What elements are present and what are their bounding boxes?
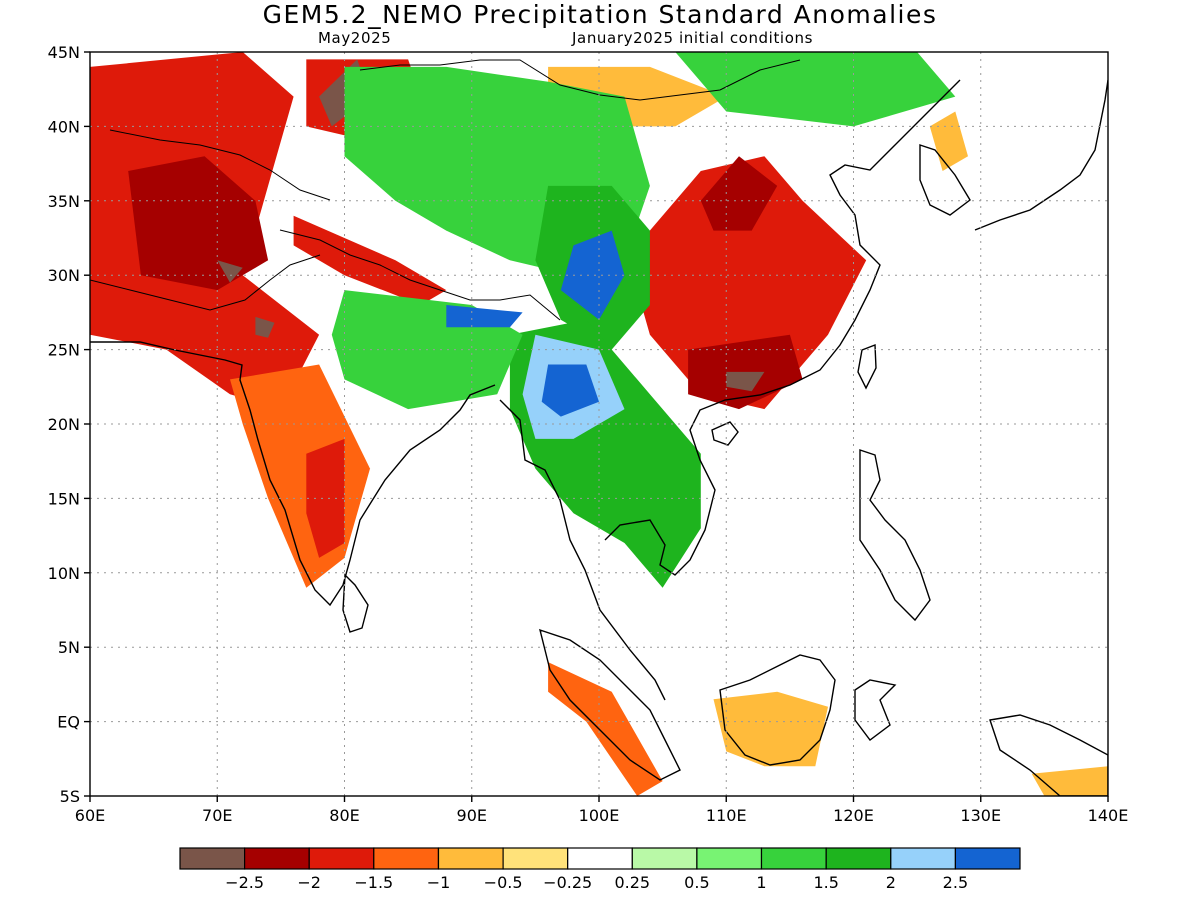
forecast-month: May2025 [318,29,392,47]
colorbar-label: −0.5 [484,873,523,892]
graticule [90,52,1108,796]
anomaly-region-28 [675,52,956,127]
anomaly-region-3 [255,316,275,338]
colorbar-label: 0.25 [614,873,650,892]
lon-tick-label: 60E [75,806,105,825]
colorbar-swatch [631,847,698,870]
colorbar-swatch [179,847,246,870]
coastline-hainan [711,421,739,446]
anomaly-region-24 [541,364,599,417]
colorbar-swatch [825,847,892,870]
coastline-sulawesi [854,679,897,741]
colorbar-label: 0.5 [684,873,709,892]
colorbar-swatch [760,847,827,870]
colorbar-swatch [437,847,504,870]
lat-tick-label: 15N [48,489,80,508]
colorbar-label: −1 [427,873,451,892]
lat-tick-label: 5S [60,787,80,806]
lon-tick-label: 100E [579,806,620,825]
coastline-sumatra [539,628,681,781]
colorbar-swatch [696,847,763,870]
coastline-borneo [719,654,836,766]
anomaly-region-17 [713,691,828,767]
coastline-taiwan [857,343,877,390]
lat-tick-label: 25N [48,341,80,360]
anomaly-region-6 [293,215,447,305]
lat-tick-label: 40N [48,117,80,136]
anomaly-region-12 [700,156,778,231]
initial-conditions: January2025 initial conditions [572,29,813,47]
colorbar-label: −2 [297,873,321,892]
lon-tick-label: 80E [329,806,359,825]
lat-tick-label: 20N [48,415,80,434]
colorbar-swatch [244,847,310,870]
lon-tick-label: 90E [457,806,487,825]
lat-tick-label: 10N [48,564,80,583]
colorbar-label: −0.25 [543,873,592,892]
colorbar-swatch [308,847,375,870]
lat-tick-label: 5N [58,638,80,657]
anomaly-field [90,52,1108,796]
anomaly-region-1 [128,156,269,291]
coastline-philippines [859,449,931,622]
colorbar-swatch [567,847,633,870]
coastline-southeast-asia [499,79,961,701]
anomaly-region-14 [726,371,765,392]
lon-tick-label: 130E [960,806,1001,825]
colorbar-swatch [890,847,956,870]
anomaly-region-11 [637,156,867,410]
colorbar-label: 1 [756,873,766,892]
colorbar-label: 2.5 [943,873,968,892]
coastline-india [90,341,496,607]
axis-ticks: 60E 70E 80E 90E 100E 110E 120E 130E 140E 5S EQ 5N 10… [48,43,1129,825]
coastline-korea-japan [919,79,1108,231]
lon-tick-label: 120E [833,806,874,825]
coastlines-and-borders [90,59,1108,796]
coastline-srilanka [342,573,369,633]
colorbar-label: −1.5 [354,873,393,892]
colorbar-swatch [373,847,439,870]
anomaly-region-21 [560,230,625,320]
lat-tick-label: 45N [48,43,80,62]
colorbar: −2.5 −2 −1.5 −1 −0.5 −0.25 0.25 0.5 1 1.5 2 2.5 [179,847,1021,892]
border-lines [90,59,801,321]
anomaly-region-26 [446,305,523,328]
lat-tick-label: 35N [48,192,80,211]
colorbar-swatch [954,847,1021,870]
colorbar-label: 1.5 [813,873,838,892]
coastline-newguinea [989,714,1108,796]
lon-tick-label: 140E [1088,806,1129,825]
colorbar-label: 2 [886,873,896,892]
lat-tick-label: EQ [57,713,80,732]
colorbar-swatch [502,847,569,870]
map-title: GEM5.2_NEMO Precipitation Standard Anoma… [262,0,938,29]
lon-tick-label: 110E [706,806,747,825]
lat-tick-label: 30N [48,266,80,285]
colorbar-label: −2.5 [225,873,264,892]
lon-tick-label: 70E [202,806,232,825]
anomaly-region-5 [306,438,345,558]
anomaly-region-2 [217,260,243,283]
